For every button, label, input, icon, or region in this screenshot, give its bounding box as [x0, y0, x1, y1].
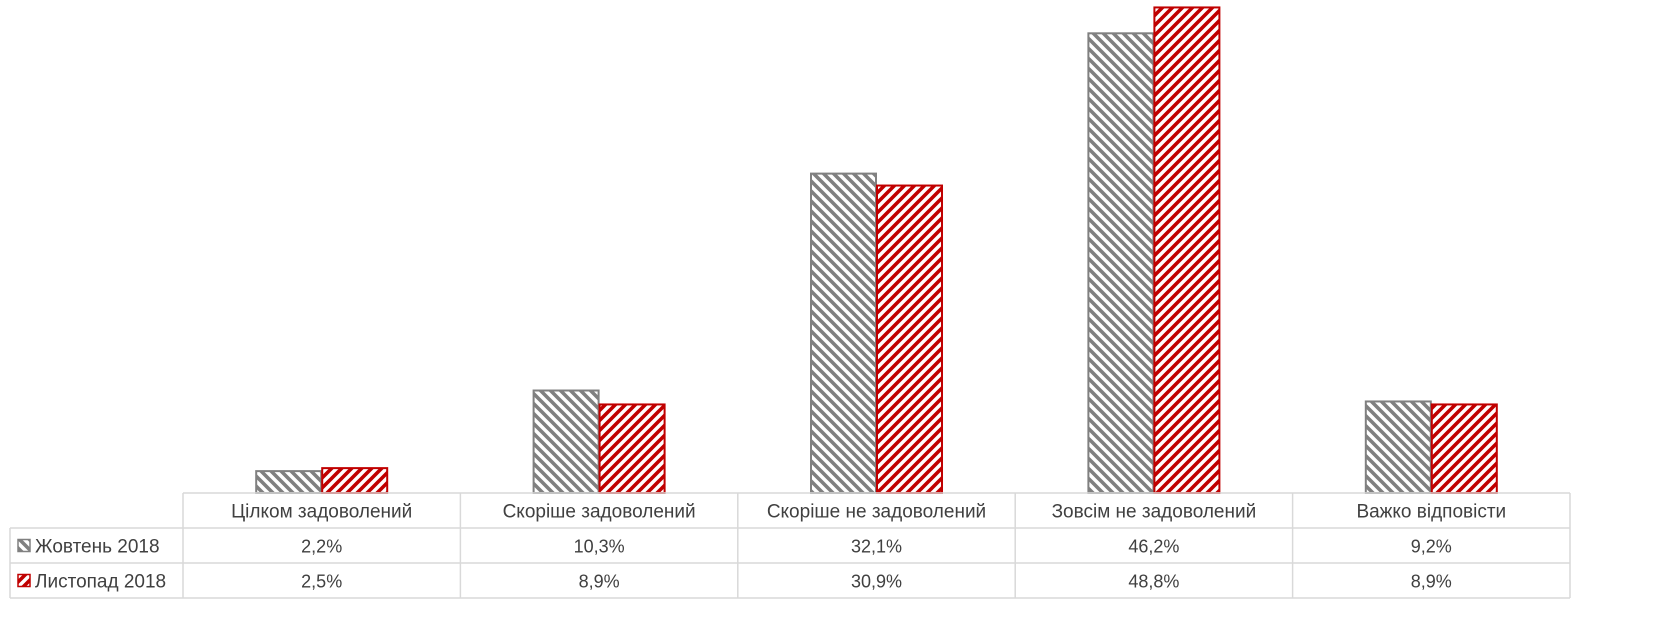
category-label: Скоріше не задоволений: [767, 502, 986, 523]
data-label-s0-c1: 10,3%: [574, 537, 625, 557]
data-table: Цілком задоволений Скоріше задоволений Ско…: [9, 492, 1571, 599]
bar-s1-c3: [1153, 6, 1221, 494]
data-label-s1-c1: 8,9%: [579, 572, 620, 592]
data-label-s1-c0: 2,5%: [301, 572, 342, 592]
data-label-s0-c4: 9,2%: [1411, 537, 1452, 557]
data-label-s1-c4: 8,9%: [1411, 572, 1452, 592]
bar-s1-c1: [598, 403, 666, 495]
bars-group: [255, 6, 1498, 495]
category-label: Скоріше задоволений: [503, 502, 696, 523]
data-label-s0-c3: 46,2%: [1128, 537, 1179, 557]
category-label: Важко відповісти: [1356, 502, 1506, 523]
category-label: Цілком задоволений: [231, 502, 412, 523]
legend-label-s1: Листопад 2018: [35, 572, 166, 593]
bar-s1-c0: [321, 467, 389, 494]
data-label-s0-c2: 32,1%: [851, 537, 902, 557]
legend-key-s0: [17, 538, 31, 553]
data-label-s1-c2: 30,9%: [851, 572, 902, 592]
bar-s0-c4: [1364, 400, 1432, 494]
bar-s0-c0: [255, 470, 323, 494]
legend-key-s1: [17, 573, 31, 588]
bar-s0-c2: [810, 172, 877, 494]
data-label-s0-c0: 2,2%: [301, 537, 342, 557]
data-label-s1-c3: 48,8%: [1128, 572, 1179, 592]
bar-s0-c3: [1087, 32, 1155, 495]
bar-s1-c2: [876, 184, 943, 494]
bar-s0-c1: [532, 389, 600, 495]
category-label: Зовсім не задоволений: [1052, 502, 1257, 523]
legend-label-s0: Жовтень 2018: [35, 537, 160, 558]
bar-s1-c4: [1430, 403, 1498, 495]
